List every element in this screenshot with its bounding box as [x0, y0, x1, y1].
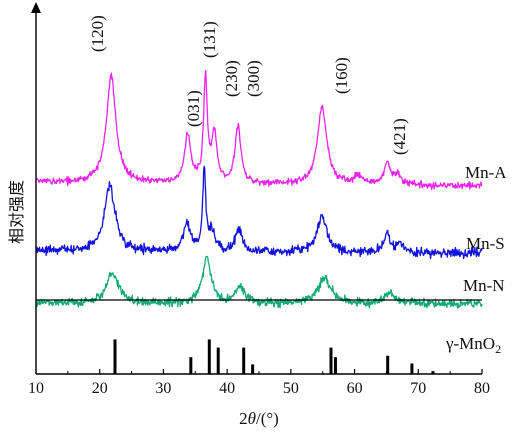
peak-label: (230) [222, 60, 241, 97]
x-tick-label: 30 [155, 380, 171, 397]
peak-label: (300) [244, 60, 263, 97]
series-label-mn-n: Mn-N [463, 276, 505, 295]
axes-layer [31, 2, 482, 375]
x-tick-label: 60 [347, 380, 363, 397]
reference-label: γ-MnO2 [445, 334, 501, 356]
reference-label-subscript: 2 [495, 342, 501, 356]
peak-label: (131) [200, 21, 219, 58]
x-ticks: 10 20 30 40 50 60 70 80 [28, 369, 490, 397]
x-tick-label: 10 [28, 380, 44, 397]
x-tick-label: 70 [410, 380, 426, 397]
series-line-mn-a [35, 70, 483, 190]
series-label-mn-s: Mn-S [466, 234, 505, 253]
series-label-mn-a: Mn-A [465, 163, 507, 182]
peak-labels: (120) (031) (131)(230) (300) (160) (421) [88, 15, 409, 155]
reference-lines [113, 339, 435, 374]
x-tick-label: 50 [283, 380, 299, 397]
x-tick-label: 20 [92, 380, 108, 397]
x-tick-label: 80 [474, 380, 490, 397]
x-tick-label: 40 [219, 380, 235, 397]
peak-label: (031) [184, 90, 203, 127]
y-axis-arrow [31, 2, 41, 13]
series-line-mn-s [35, 165, 483, 260]
peak-label: (421) [390, 118, 409, 155]
peak-label: (120) [88, 15, 107, 52]
x-axis-title: 2θ/(°) [239, 409, 279, 428]
series-layer [35, 70, 483, 309]
peak-label: (160) [332, 57, 351, 94]
y-axis-title: 相对强度 [7, 180, 26, 244]
